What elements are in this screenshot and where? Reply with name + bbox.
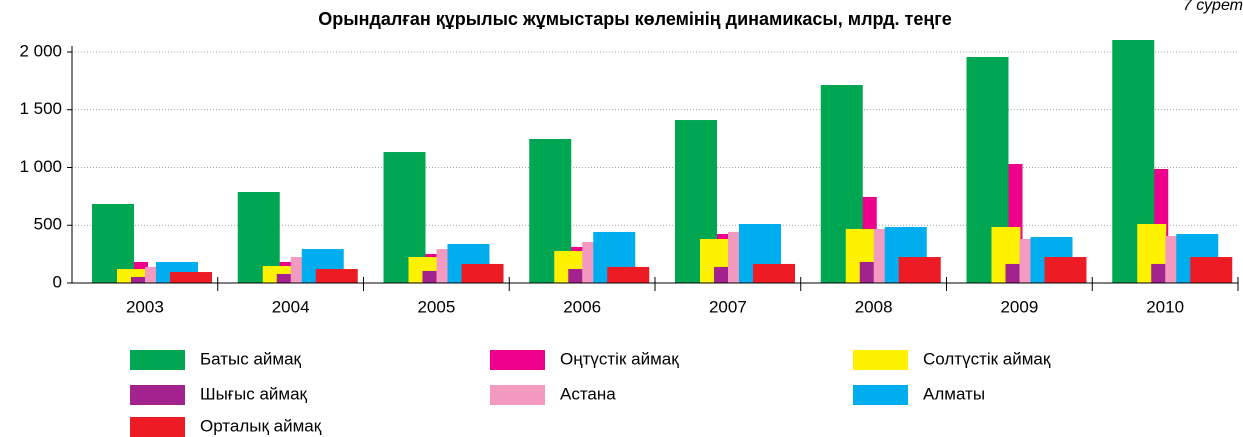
bar [753, 263, 795, 283]
legend-label: Батыс аймақ [200, 349, 302, 368]
x-tick-label: 2003 [126, 297, 164, 316]
bar [436, 249, 450, 283]
x-tick-label: 2005 [417, 297, 455, 316]
bar [873, 228, 887, 283]
bar [461, 263, 504, 283]
legend-label: Солтүстік аймақ [923, 349, 1051, 368]
bar [422, 270, 438, 283]
bar [568, 269, 584, 283]
x-tick-label: 2010 [1146, 297, 1184, 316]
legend-swatch [130, 350, 185, 370]
x-tick-label: 2008 [855, 297, 893, 316]
x-tick-label: 2007 [709, 297, 747, 316]
bar [1190, 257, 1233, 283]
legend-swatch [490, 350, 545, 370]
legend-swatch [130, 385, 185, 405]
bar [898, 257, 941, 283]
legend-label: Оңтүстік аймақ [560, 349, 679, 368]
bar [290, 257, 304, 283]
bar [276, 273, 292, 283]
caption: 7 сурет [1183, 0, 1243, 14]
legend-label: Шығыс аймақ [200, 384, 308, 403]
bar [859, 261, 875, 283]
bar [145, 266, 158, 283]
legend-swatch [490, 385, 545, 405]
legend-swatch [130, 417, 185, 437]
bar [1019, 238, 1033, 283]
bar [315, 269, 358, 283]
bar [1005, 263, 1021, 283]
chart-title: Орындалған құрылыс жұмыстары көлемінің д… [318, 9, 952, 29]
y-tick-label: 500 [34, 215, 62, 234]
legend-label: Астана [560, 384, 616, 403]
bar [1151, 263, 1167, 283]
bar [582, 241, 596, 283]
bar [714, 266, 729, 283]
x-tick-label: 2009 [1000, 297, 1038, 316]
legend-swatch [853, 385, 908, 405]
legend-swatch [853, 350, 908, 370]
y-tick-label: 1 500 [19, 99, 62, 118]
bar [607, 266, 650, 283]
legend-label: Алматы [923, 384, 985, 403]
x-tick-label: 2006 [563, 297, 601, 316]
y-tick-label: 2 000 [19, 41, 62, 60]
bar [170, 272, 212, 283]
y-tick-label: 1 000 [19, 157, 62, 176]
bar [728, 231, 741, 283]
x-tick-label: 2004 [272, 297, 310, 316]
bar [1044, 257, 1087, 283]
bar [131, 276, 146, 283]
y-tick-label: 0 [53, 272, 62, 291]
bar [1165, 235, 1179, 283]
legend-label: Орталық аймақ [200, 416, 322, 435]
